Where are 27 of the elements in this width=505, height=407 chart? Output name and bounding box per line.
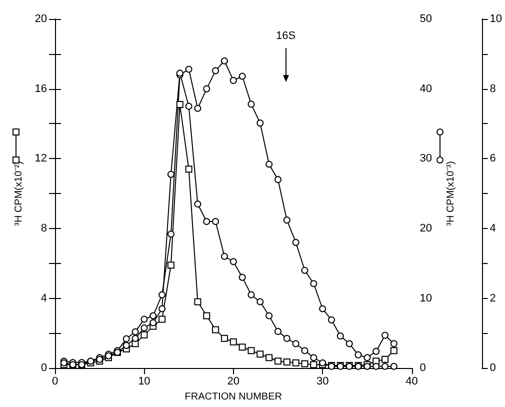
y2-tick-label: 0 xyxy=(420,362,426,374)
x-axis-title: FRACTION NUMBER xyxy=(184,392,282,402)
y2-tick-label: 50 xyxy=(420,13,432,25)
y-axis-title: ³H CPM(x10⁻²) xyxy=(13,161,24,226)
y2-tick-label: 20 xyxy=(420,222,432,234)
y3-tick-label: 0 xyxy=(490,362,496,374)
y-tick-label: 20 xyxy=(34,13,47,25)
y2-tick-label: 40 xyxy=(420,82,432,95)
x-tick-label: 20 xyxy=(227,376,240,388)
y-tick-label: 16 xyxy=(34,82,47,95)
y-tick-label: 0 xyxy=(40,362,47,374)
y3-tick-label: 6 xyxy=(490,152,496,165)
y3-tick-label: 2 xyxy=(490,292,496,304)
y2-tick-label: 10 xyxy=(420,292,432,304)
x-tick-label: 40 xyxy=(406,376,418,388)
x-tick-label: 30 xyxy=(316,376,329,388)
x-tick-label: 0 xyxy=(52,376,58,388)
y3-tick-label: 8 xyxy=(490,82,496,95)
y-tick-label: 12 xyxy=(34,152,47,165)
y3-tick-label: 4 xyxy=(490,222,496,234)
annotation: 16S xyxy=(276,30,296,42)
y-tick-label: 4 xyxy=(40,292,47,304)
y2-tick-label: 30 xyxy=(420,152,432,165)
y-tick-label: 8 xyxy=(40,222,47,234)
y2-axis-title: ³H CPM(x10⁻³) xyxy=(445,161,456,226)
y3-tick-label: 10 xyxy=(490,13,502,25)
x-tick-label: 10 xyxy=(138,376,150,388)
